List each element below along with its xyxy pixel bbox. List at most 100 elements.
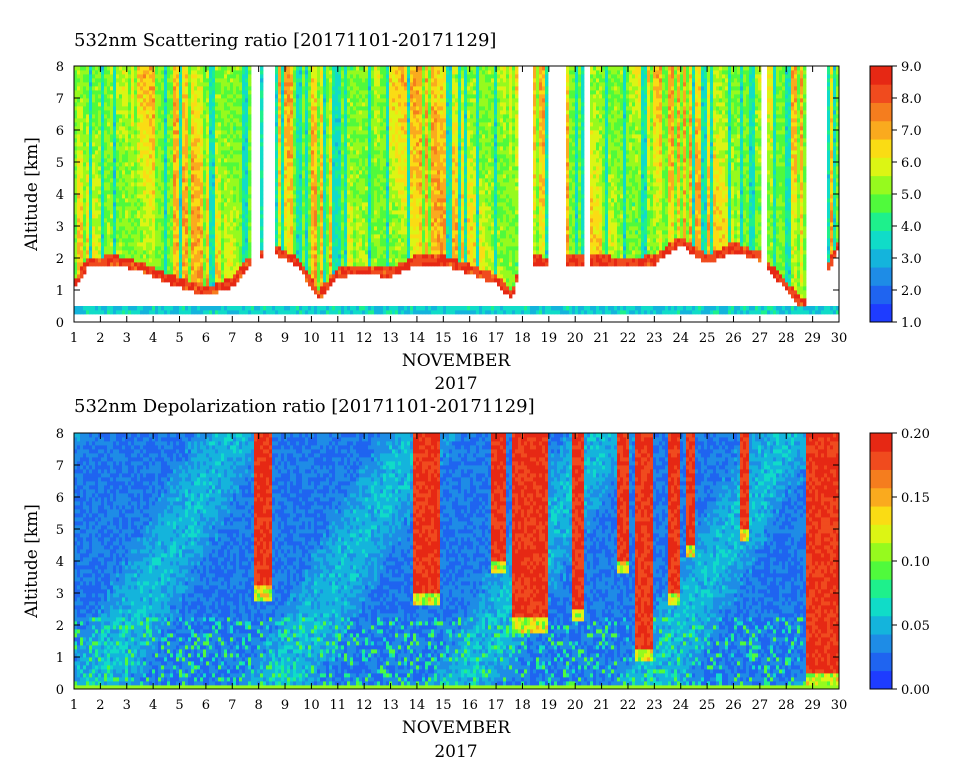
scattering-ratio-cell xyxy=(173,94,177,99)
scattering-ratio-cell xyxy=(185,82,189,87)
scattering-ratio-cell xyxy=(242,214,246,219)
scattering-ratio-cell xyxy=(335,98,339,103)
scattering-ratio-cell xyxy=(83,146,87,151)
scattering-ratio-cell xyxy=(281,162,285,167)
scattering-ratio-cell xyxy=(248,134,252,139)
scattering-ratio-cell xyxy=(212,254,216,259)
scattering-ratio-cell xyxy=(347,266,351,271)
scattering-ratio-cell xyxy=(140,170,144,175)
scattering-ratio-cell xyxy=(95,98,99,103)
scattering-ratio-cell xyxy=(290,150,294,155)
scattering-ratio-cell xyxy=(278,94,282,99)
scattering-ratio-cell xyxy=(74,158,78,163)
scattering-ratio-cell xyxy=(308,190,312,195)
scattering-ratio-cell xyxy=(167,74,171,79)
scattering-ratio-cell xyxy=(242,226,246,231)
scattering-ratio-cell xyxy=(137,110,141,115)
scattering-ratio-cell xyxy=(191,166,195,171)
scattering-ratio-cell xyxy=(221,182,225,187)
scattering-ratio-cell xyxy=(179,254,183,259)
scattering-ratio-cell xyxy=(290,254,294,259)
scattering-ratio-cell xyxy=(89,102,93,107)
scattering-ratio-cell xyxy=(116,250,120,255)
scattering-ratio-cell xyxy=(119,82,123,87)
scattering-ratio-cell xyxy=(317,110,321,115)
scattering-ratio-cell xyxy=(329,174,333,179)
scattering-ratio-cell xyxy=(74,222,78,227)
scattering-ratio-cell xyxy=(224,254,228,259)
scattering-ratio-cell xyxy=(122,222,126,227)
scattering-ratio-cell xyxy=(329,258,333,263)
scattering-ratio-cell xyxy=(209,262,213,267)
scattering-ratio-cell xyxy=(194,134,198,139)
scattering-ratio-cell xyxy=(200,98,204,103)
scattering-ratio-cell xyxy=(80,74,84,79)
scattering-ratio-cell xyxy=(194,270,198,275)
scattering-ratio-cell xyxy=(278,174,282,179)
scattering-ratio-cell xyxy=(179,238,183,243)
scattering-ratio-cell xyxy=(224,182,228,187)
scattering-ratio-cell xyxy=(203,278,207,283)
scattering-ratio-cell xyxy=(248,70,252,75)
scattering-ratio-cell xyxy=(200,134,204,139)
scattering-ratio-cell xyxy=(365,242,369,247)
scattering-ratio-cell xyxy=(344,222,348,227)
scattering-ratio-cell xyxy=(203,130,207,135)
scattering-ratio-cell xyxy=(161,254,165,259)
scattering-ratio-cell xyxy=(146,74,150,79)
scattering-ratio-cell xyxy=(116,82,120,87)
scattering-ratio-cell xyxy=(152,306,156,311)
scattering-ratio-cell xyxy=(161,198,165,203)
scattering-ratio-cell xyxy=(350,186,354,191)
scattering-ratio-cell xyxy=(131,134,135,139)
scattering-ratio-cell xyxy=(158,106,162,111)
scattering-ratio-cell xyxy=(152,110,156,115)
scattering-ratio-cell xyxy=(323,290,327,295)
scattering-ratio-cell xyxy=(248,154,252,159)
scattering-ratio-cell xyxy=(227,98,231,103)
scattering-ratio-cell xyxy=(116,218,120,223)
scattering-ratio-cell xyxy=(134,174,138,179)
scattering-ratio-cell xyxy=(215,182,219,187)
scattering-ratio-cell xyxy=(110,218,114,223)
scattering-ratio-cell xyxy=(245,106,249,111)
scattering-ratio-cell xyxy=(86,238,90,243)
scattering-ratio-cell xyxy=(86,194,90,199)
scattering-ratio-cell xyxy=(332,122,336,127)
scattering-ratio-cell xyxy=(200,182,204,187)
scattering-ratio-cell xyxy=(356,178,360,183)
scattering-ratio-cell xyxy=(80,118,84,123)
scattering-ratio-cell xyxy=(74,278,78,283)
scattering-ratio-cell xyxy=(164,182,168,187)
scattering-ratio-cell xyxy=(146,90,150,95)
scattering-ratio-cell xyxy=(128,242,132,247)
scattering-ratio-cell xyxy=(362,74,366,79)
scattering-ratio-cell xyxy=(77,98,81,103)
scattering-ratio-cell xyxy=(293,182,297,187)
scattering-ratio-cell xyxy=(158,274,162,279)
scattering-ratio-cell xyxy=(230,162,234,167)
scattering-ratio-cell xyxy=(206,274,210,279)
scattering-ratio-cell xyxy=(110,242,114,247)
scattering-ratio-cell xyxy=(212,226,216,231)
scattering-ratio-cell xyxy=(200,110,204,115)
scattering-ratio-cell xyxy=(140,166,144,171)
scattering-ratio-cell xyxy=(350,154,354,159)
scattering-ratio-cell xyxy=(281,86,285,91)
scattering-ratio-cell xyxy=(128,198,132,203)
scattering-ratio-cell xyxy=(287,246,291,251)
scattering-ratio-cell xyxy=(308,166,312,171)
scattering-ratio-cell xyxy=(182,190,186,195)
scattering-ratio-cell xyxy=(356,90,360,95)
scattering-ratio-cell xyxy=(188,246,192,251)
scattering-ratio-cell xyxy=(158,186,162,191)
scattering-ratio-cell xyxy=(263,306,267,311)
scattering-ratio-cell xyxy=(218,262,222,267)
scattering-ratio-cell xyxy=(260,118,264,123)
scattering-ratio-cell xyxy=(137,98,141,103)
scattering-ratio-cell xyxy=(290,242,294,247)
scattering-ratio-cell xyxy=(77,310,81,315)
scattering-ratio-cell xyxy=(203,114,207,119)
scattering-ratio-cell xyxy=(131,254,135,259)
scattering-ratio-cell xyxy=(176,246,180,251)
